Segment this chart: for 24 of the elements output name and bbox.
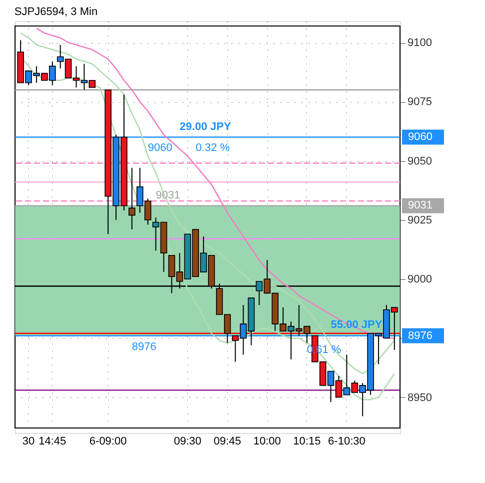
annotation: 8976 <box>132 340 156 353</box>
y-tick-label: 9100 <box>408 37 432 50</box>
y-tick-label: 8950 <box>408 392 432 404</box>
y-tick-label: 9000 <box>408 274 432 286</box>
x-tick-label: 09:45 <box>214 436 242 448</box>
x-tick-label: 10:00 <box>253 436 281 448</box>
x-tick-label: 10:15 <box>293 436 321 448</box>
x-tick-label: 30 <box>22 436 35 448</box>
chart-title: SJPJ6594, 3 Min <box>14 6 98 18</box>
annotation: 0.32 % <box>196 142 230 154</box>
ref-line-label: 9031 <box>408 200 432 212</box>
x-tick-label: 14:45 <box>38 436 66 448</box>
y-tick-label: 9025 <box>408 214 432 226</box>
y-tick-label: 9075 <box>408 96 432 108</box>
x-tick-label: 6-09:00 <box>89 436 127 448</box>
ref-line-label: 8976 <box>408 330 432 342</box>
annotation: 9060 <box>148 142 172 154</box>
annotation: 29.00 JPY <box>180 121 232 134</box>
y-tick-label: 9050 <box>408 155 432 168</box>
x-tick-label: 6-10:30 <box>328 436 366 448</box>
x-tick-label: 09:30 <box>174 436 202 448</box>
candlestick <box>128 167 136 230</box>
line-series <box>36 28 396 339</box>
ref-line-label: 9060 <box>408 131 432 144</box>
